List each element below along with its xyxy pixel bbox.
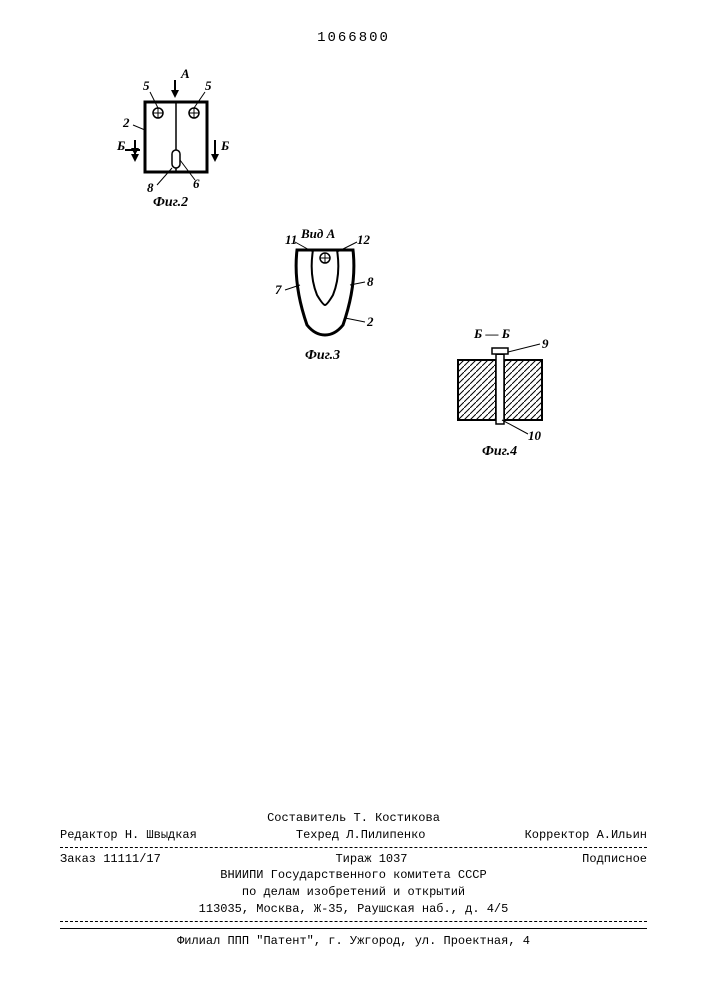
- fig4-ref-9: 9: [542, 336, 549, 352]
- fig2-ref-Bb: Б: [221, 138, 229, 154]
- fig4-label: Фиг.4: [482, 444, 517, 460]
- techred-name: Л.Пилипенко: [346, 828, 425, 842]
- fig3-title: Вид А: [301, 226, 335, 242]
- fig2-ref-2: 2: [123, 115, 130, 131]
- branch-line: Филиал ППП "Патент", г. Ужгород, ул. Про…: [60, 933, 647, 950]
- order-num: 11111/17: [103, 852, 161, 866]
- editor-label: Редактор: [60, 828, 118, 842]
- addr-line1: 113035, Москва, Ж-35, Раушская наб., д. …: [60, 901, 647, 918]
- page-number: 1066800: [317, 30, 390, 46]
- corrector-name: А.Ильин: [597, 828, 647, 842]
- fig2-ref-Ba: Б: [117, 138, 125, 154]
- fig3-ref-11: 11: [285, 232, 297, 248]
- fig3-svg: [265, 240, 385, 350]
- footer: Составитель Т. Костикова Редактор Н. Швы…: [60, 810, 647, 950]
- editor-name: Н. Швыдкая: [125, 828, 197, 842]
- fig3-ref-7: 7: [275, 282, 282, 298]
- fig2-ref-A: А: [181, 66, 190, 82]
- figure-3: Вид А 11 12 7 8 2 Фиг.3: [265, 230, 385, 370]
- corrector-label: Корректор: [525, 828, 590, 842]
- techred-label: Техред: [296, 828, 339, 842]
- tirazh-label: Тираж: [335, 852, 371, 866]
- figure-2: А 5 5 2 Б Б 8 6 Фиг.2: [115, 80, 235, 230]
- fig2-ref-6: 6: [193, 176, 200, 192]
- order-label: Заказ: [60, 852, 96, 866]
- fig2-label: Фиг.2: [153, 195, 188, 211]
- fig3-ref-8: 8: [367, 274, 374, 290]
- fig2-ref-8: 8: [147, 180, 154, 196]
- figure-4: Б — Б 9 10 Фиг.4: [440, 330, 570, 470]
- compiler-name: Т. Костикова: [354, 811, 440, 825]
- fig3-ref-12: 12: [357, 232, 370, 248]
- org-line2: по делам изобретений и открытий: [60, 884, 647, 901]
- fig4-svg: [440, 342, 570, 442]
- fig2-svg: [115, 80, 235, 195]
- fig4-title: Б — Б: [474, 326, 510, 342]
- podpisnoe: Подписное: [582, 851, 647, 868]
- fig3-ref-2: 2: [367, 314, 374, 330]
- fig4-ref-10: 10: [528, 428, 541, 444]
- compiler-label: Составитель: [267, 811, 346, 825]
- fig3-label: Фиг.3: [305, 348, 340, 364]
- tirazh-num: 1037: [379, 852, 408, 866]
- fig2-ref-5a: 5: [143, 78, 150, 94]
- fig2-ref-5b: 5: [205, 78, 212, 94]
- org-line1: ВНИИПИ Государственного комитета СССР: [60, 867, 647, 884]
